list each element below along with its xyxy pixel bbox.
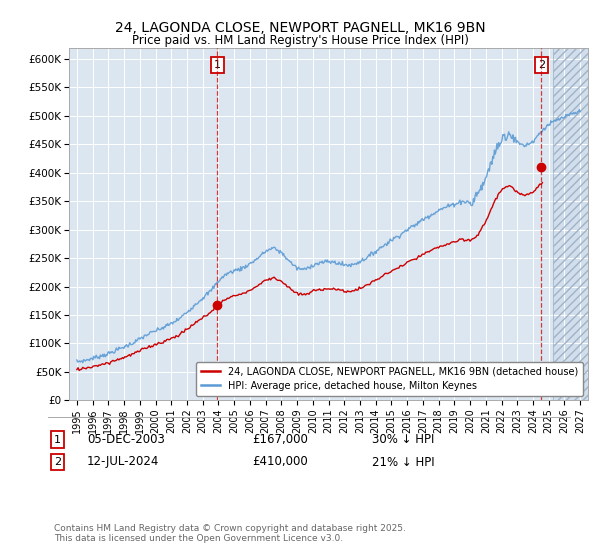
Text: 12-JUL-2024: 12-JUL-2024 (87, 455, 160, 469)
Bar (553, 48, 596, 400)
Bar (553, 48, 596, 400)
Text: 2: 2 (538, 60, 545, 70)
Legend: 24, LAGONDA CLOSE, NEWPORT PAGNELL, MK16 9BN (detached house), HPI: Average pric: 24, LAGONDA CLOSE, NEWPORT PAGNELL, MK16… (196, 362, 583, 395)
Text: Price paid vs. HM Land Registry's House Price Index (HPI): Price paid vs. HM Land Registry's House … (131, 34, 469, 46)
Text: 05-DEC-2003: 05-DEC-2003 (87, 433, 165, 446)
Text: £410,000: £410,000 (252, 455, 308, 469)
Text: 2: 2 (54, 457, 61, 467)
Text: £167,000: £167,000 (252, 433, 308, 446)
Text: 1: 1 (214, 60, 221, 70)
Text: 24, LAGONDA CLOSE, NEWPORT PAGNELL, MK16 9BN: 24, LAGONDA CLOSE, NEWPORT PAGNELL, MK16… (115, 21, 485, 35)
Text: Contains HM Land Registry data © Crown copyright and database right 2025.
This d: Contains HM Land Registry data © Crown c… (54, 524, 406, 543)
Text: 1: 1 (54, 435, 61, 445)
Text: 30% ↓ HPI: 30% ↓ HPI (372, 433, 434, 446)
Text: 21% ↓ HPI: 21% ↓ HPI (372, 455, 434, 469)
